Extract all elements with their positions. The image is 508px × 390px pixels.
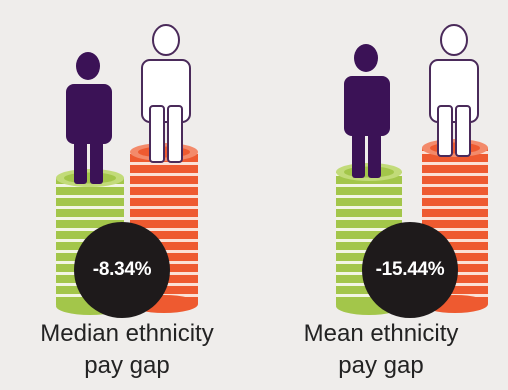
median-label-line-1: Median ethnicity (40, 320, 214, 347)
median-pay-gap-value-badge: -8.34% (74, 222, 170, 318)
mean-pay-gap-label: Mean ethnicity pay gap (254, 318, 508, 382)
mean-label-line-1: Mean ethnicity (303, 320, 459, 347)
dark-person-icon (66, 52, 112, 184)
median-label-line-2: pay gap (84, 352, 170, 379)
mean-label-line-2: pay gap (338, 352, 424, 379)
light-person-icon (141, 24, 191, 163)
mean-pay-gap-panel: -15.44% Mean ethnicity pay gap (254, 0, 508, 390)
median-pay-gap-label: Median ethnicity pay gap (0, 318, 254, 382)
mean-pay-gap-value-badge: -15.44% (362, 222, 458, 318)
median-pay-gap-panel: -8.34% Median ethnicity pay gap (0, 24, 254, 382)
dark-person-icon (344, 44, 390, 178)
light-person-icon (429, 24, 479, 157)
